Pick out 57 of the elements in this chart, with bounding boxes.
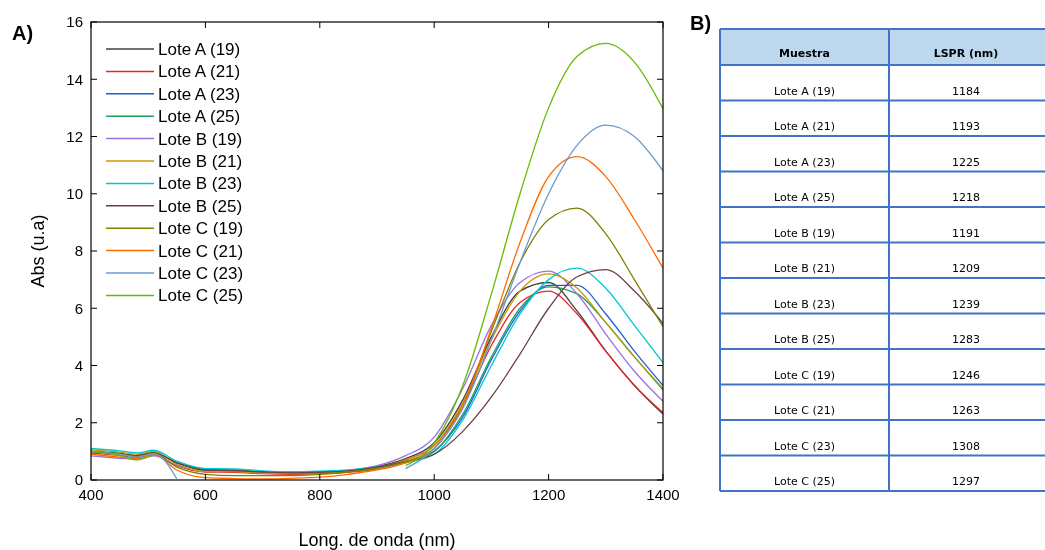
- legend-label: Lote B (21): [158, 151, 243, 171]
- y-tick-label: 14: [66, 70, 83, 88]
- category-label: Lote C (21): [774, 404, 835, 417]
- legend-label: Lote A (23): [158, 84, 241, 104]
- data-label: 1239: [952, 297, 980, 311]
- category-label: Lote B (19): [774, 226, 835, 240]
- y-tick-label: 4: [74, 356, 83, 374]
- category-label: Lote B (21): [774, 262, 835, 275]
- data-label: 1209: [952, 262, 980, 275]
- category-label: Lote A (21): [774, 120, 835, 133]
- legend-label: Lote C (25): [158, 286, 244, 306]
- y-tick-label: 0: [74, 471, 83, 489]
- category-label: Lote B (25): [774, 333, 835, 346]
- x-tick-label: 1000: [417, 486, 451, 503]
- chart-title: A): [12, 22, 34, 44]
- data-label: 1218: [952, 191, 980, 204]
- category-label: Lote C (25): [774, 475, 835, 488]
- data-label: 1225: [952, 155, 980, 169]
- y-tick-label: 16: [66, 13, 83, 31]
- text: Muestra: [779, 47, 830, 60]
- category-label: Lote B (23): [774, 297, 835, 311]
- legend-label: Lote C (21): [158, 241, 244, 261]
- category-label: Lote C (23): [774, 439, 835, 453]
- data-label: 1263: [952, 404, 980, 417]
- y-tick-label: 6: [74, 299, 83, 317]
- x-tick-label: 600: [192, 486, 218, 503]
- x-tick-label: 1400: [646, 486, 680, 503]
- legend-label: Lote C (23): [158, 263, 244, 283]
- data-label: 1184: [952, 84, 980, 98]
- legend-label: Lote A (21): [158, 62, 241, 82]
- data-label: 1308: [952, 439, 980, 453]
- category-label: Lote A (19): [774, 84, 835, 98]
- data-label: 1297: [952, 475, 980, 488]
- y-tick-label: 8: [74, 242, 83, 260]
- data-label: 1246: [952, 368, 980, 382]
- y-tick-label: 12: [66, 127, 83, 145]
- legend-label: Lote B (19): [158, 129, 243, 149]
- x-tick-label: 800: [307, 486, 333, 503]
- data-label: 1283: [952, 333, 980, 346]
- category-label: Lote A (25): [774, 191, 835, 204]
- category-label: Lote C (19): [774, 368, 835, 382]
- y-axis-title: Abs (u.a): [28, 214, 48, 288]
- data-label: 1191: [952, 226, 980, 240]
- x-tick-label: 400: [78, 486, 104, 503]
- x-axis-title: Long. de onda (nm): [298, 530, 456, 550]
- legend-label: Lote A (19): [158, 39, 241, 59]
- y-tick-label: 2: [74, 414, 83, 431]
- legend-label: Lote B (23): [158, 174, 243, 194]
- category-label: Lote A (23): [774, 155, 835, 169]
- legend-label: Lote B (25): [158, 196, 243, 216]
- y-tick-label: 10: [66, 185, 83, 202]
- data-label: 1193: [952, 120, 980, 133]
- legend-label: Lote C (19): [158, 219, 244, 239]
- text: B): [690, 12, 712, 34]
- text: LSPR (nm): [933, 47, 999, 60]
- x-tick-label: 1200: [531, 486, 566, 503]
- legend-label: Lote A (25): [158, 107, 241, 127]
